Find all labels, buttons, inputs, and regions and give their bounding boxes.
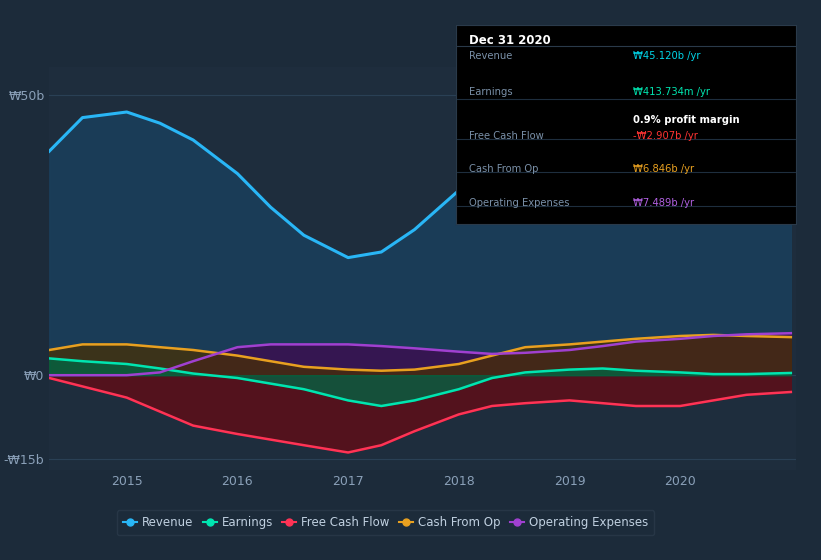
Text: Operating Expenses: Operating Expenses	[470, 198, 570, 208]
Text: ₩45.120b /yr: ₩45.120b /yr	[633, 51, 700, 61]
Legend: Revenue, Earnings, Free Cash Flow, Cash From Op, Operating Expenses: Revenue, Earnings, Free Cash Flow, Cash …	[117, 510, 654, 535]
Text: 0.9% profit margin: 0.9% profit margin	[633, 115, 740, 125]
Text: Revenue: Revenue	[470, 51, 512, 61]
Text: ₩7.489b /yr: ₩7.489b /yr	[633, 198, 694, 208]
Text: ₩413.734m /yr: ₩413.734m /yr	[633, 87, 710, 97]
Text: Free Cash Flow: Free Cash Flow	[470, 130, 544, 141]
Text: Dec 31 2020: Dec 31 2020	[470, 34, 551, 47]
Text: Cash From Op: Cash From Op	[470, 165, 539, 174]
Text: -₩2.907b /yr: -₩2.907b /yr	[633, 130, 698, 141]
Text: Earnings: Earnings	[470, 87, 513, 97]
Text: ₩6.846b /yr: ₩6.846b /yr	[633, 165, 694, 174]
